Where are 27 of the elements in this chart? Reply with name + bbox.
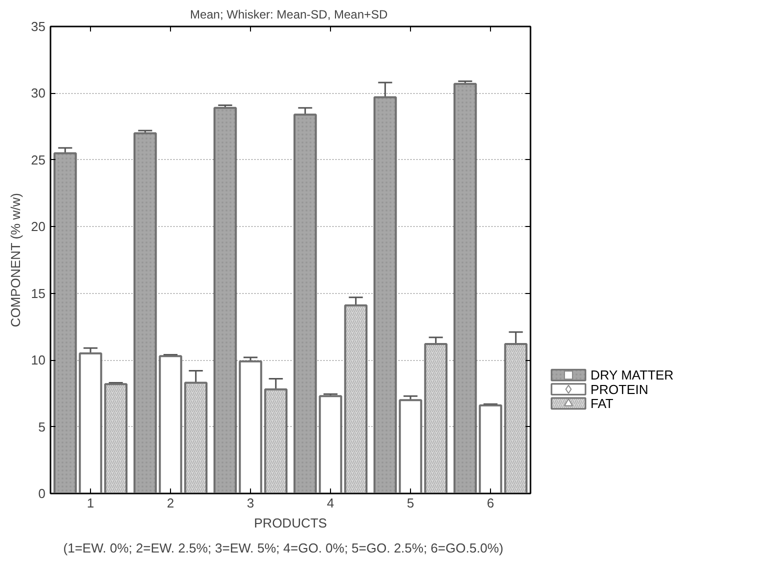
- x-tick-label: 4: [326, 496, 334, 510]
- y-tick-label: 30: [31, 86, 46, 101]
- legend-label: PROTEIN: [590, 382, 648, 397]
- bar: [238, 360, 262, 494]
- y-tick-label: 25: [31, 152, 46, 168]
- bar: [78, 352, 102, 494]
- chart-title: Mean; Whisker: Mean-SD, Mean+SD: [190, 8, 388, 22]
- x-tick-label: 1: [86, 496, 94, 510]
- y-tick-label: 20: [31, 219, 46, 234]
- x-tick-label: 3: [246, 496, 254, 510]
- x-tick-label: 5: [406, 496, 414, 510]
- text: (1=EW. 0%; 2=EW. 2.5%; 3=EW. 5%; 4=GO. 0%; 5=GO. 2.5%; 6=GO.5.0%): [63, 540, 504, 556]
- legend-label: DRY MATTER: [590, 368, 674, 383]
- y-tick-label: 35: [31, 19, 46, 34]
- bar: [398, 399, 422, 494]
- legend-label: FAT: [590, 396, 614, 411]
- bar: [318, 395, 342, 494]
- x-tick-label: 6: [486, 496, 494, 510]
- y-tick-label: 15: [31, 286, 46, 301]
- x-tick-label: 2: [166, 496, 174, 510]
- bar: [478, 404, 502, 494]
- x-axis-title: PRODUCTS: [254, 516, 328, 530]
- y-axis-title: COMPONENT (% w/w): [8, 193, 24, 328]
- y-tick-label: 0: [38, 486, 46, 501]
- y-tick-label: 5: [38, 419, 46, 434]
- y-tick-label: 10: [31, 352, 46, 368]
- bar: [158, 355, 182, 494]
